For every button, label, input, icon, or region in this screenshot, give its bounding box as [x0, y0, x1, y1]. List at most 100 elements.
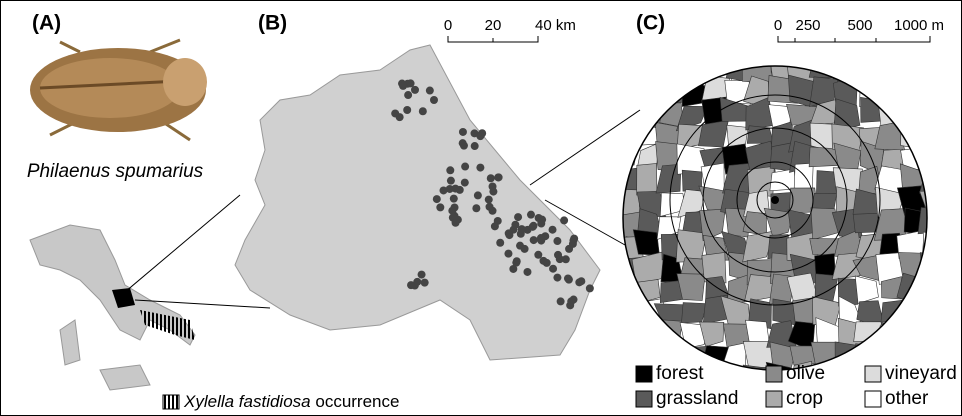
site-dot	[514, 213, 523, 222]
site-dot	[460, 178, 469, 187]
land-patch	[851, 66, 883, 85]
land-patch	[623, 66, 636, 87]
land-patch	[900, 119, 926, 150]
land-patch	[681, 302, 708, 324]
site-dot	[526, 210, 535, 219]
land-patch	[726, 367, 753, 370]
land-patch	[917, 207, 927, 235]
site-dot	[494, 173, 503, 182]
site-dot	[472, 204, 481, 213]
site-dot	[504, 249, 513, 258]
site-dot	[512, 258, 521, 267]
land-patch	[853, 321, 885, 343]
legend-label: grassland	[656, 388, 738, 409]
site-dot	[529, 236, 538, 245]
site-dot	[570, 234, 579, 243]
land-patch	[919, 120, 927, 146]
land-patch	[874, 121, 906, 152]
site-dot	[476, 132, 485, 141]
xylella-text: occurrence	[315, 392, 399, 411]
land-patch	[901, 299, 927, 328]
legend-swatch	[765, 365, 783, 383]
site-dot	[445, 184, 454, 193]
site-dot	[484, 195, 493, 204]
site-dot	[461, 162, 470, 171]
scale-label: 0	[444, 17, 452, 34]
legend-label: vineyard	[885, 363, 957, 384]
land-patch	[623, 297, 642, 323]
site-dot	[486, 174, 495, 183]
site-dot	[523, 267, 532, 276]
site-dot	[458, 127, 467, 136]
site-dot	[411, 85, 420, 94]
land-patch	[854, 275, 879, 304]
panel-label: (C)	[636, 12, 665, 35]
site-dot	[534, 250, 543, 259]
site-dot	[404, 91, 413, 100]
land-patch	[623, 76, 642, 110]
connector	[124, 194, 241, 293]
site-dot	[517, 225, 526, 234]
land-patch	[638, 321, 665, 349]
site-dot	[539, 256, 548, 265]
land-patch	[623, 316, 642, 349]
scale-bar: 0 20 40 km	[444, 17, 576, 43]
site-dot	[569, 295, 578, 304]
site-dot	[473, 191, 482, 200]
land-patch	[925, 98, 927, 129]
scale-label: 0	[774, 17, 782, 34]
legend-swatch	[864, 365, 882, 383]
site-dot	[455, 185, 464, 194]
site-dot	[453, 215, 462, 224]
land-patch	[742, 230, 775, 263]
connector	[544, 199, 626, 246]
species-name: Philaenus spumarius	[27, 161, 204, 182]
site-dot	[565, 244, 574, 253]
land-patch	[919, 79, 927, 109]
land-patch	[919, 322, 927, 350]
land-patch	[879, 79, 904, 110]
land-patch	[898, 66, 927, 81]
connector	[134, 299, 271, 309]
site-dot	[417, 270, 426, 279]
land-patch	[742, 364, 772, 370]
land-patch	[769, 341, 798, 370]
land-patch	[676, 273, 706, 301]
scale-bar: 0 250 500 1000 m	[774, 17, 944, 43]
land-patch	[923, 231, 927, 258]
scale-label: 20	[485, 17, 502, 34]
land-patch	[920, 142, 927, 175]
site-dot	[429, 96, 438, 105]
site-dot	[458, 139, 467, 148]
site-dot	[446, 176, 455, 185]
land-patch	[899, 98, 927, 132]
site-dot	[425, 86, 434, 95]
hatch-swatch	[162, 394, 180, 410]
land-patch	[637, 66, 663, 86]
site-dot	[432, 195, 441, 204]
site-dot	[418, 107, 427, 116]
land-patch	[917, 275, 927, 306]
site-dot	[553, 273, 562, 282]
land-patch	[877, 66, 908, 82]
site-dot	[520, 244, 529, 253]
site-point	[771, 196, 779, 204]
land-patch	[623, 188, 640, 217]
site-dot	[556, 297, 565, 306]
site-dot	[555, 255, 564, 264]
site-dot	[509, 264, 518, 273]
land-patch	[830, 361, 861, 370]
legend: forest olive vineyard grassland crop other	[635, 363, 957, 409]
scale-label: 500	[847, 17, 872, 34]
land-patch	[896, 318, 927, 350]
land-patch	[809, 98, 840, 126]
legend-label: forest	[656, 363, 704, 384]
land-patch	[701, 252, 727, 284]
site-dot	[488, 206, 497, 215]
sample-sites	[391, 79, 594, 310]
land-patch	[655, 319, 683, 350]
land-patch	[919, 167, 927, 195]
site-dot	[528, 222, 537, 231]
panel-label: (A)	[32, 12, 61, 35]
land-patch	[682, 66, 707, 79]
